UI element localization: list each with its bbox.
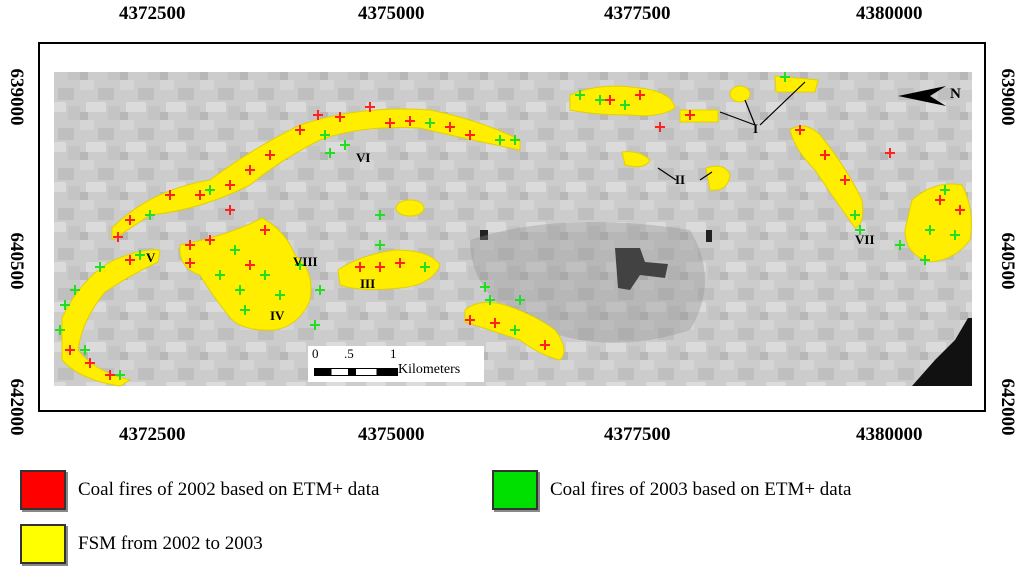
zone-arrows — [657, 81, 806, 181]
top-tick-2: 4375000 — [358, 3, 425, 24]
fsm-zone-iii — [337, 249, 441, 290]
dark-feature-small-2 — [706, 230, 712, 242]
scale-tick-half: .5 — [344, 346, 354, 361]
scale-tick-1: 1 — [390, 346, 397, 361]
legend-item-2003: Coal fires of 2003 based on ETM+ data — [492, 470, 851, 510]
fsm-zone-iv — [179, 217, 312, 331]
legend-swatch-yellow — [20, 524, 66, 564]
legend-swatch-green — [492, 470, 538, 510]
zone-label-viii: VIII — [293, 254, 318, 269]
scale-bar: 0 .5 1 Kilometers — [308, 346, 484, 382]
north-label: N — [950, 86, 961, 102]
fsm-zone-vii — [789, 125, 864, 229]
fires-2002 — [65, 90, 965, 380]
top-tick-3: 4377500 — [604, 3, 671, 24]
top-tick-1: 4372500 — [119, 3, 186, 24]
fsm-zone-ii-west — [621, 151, 651, 168]
bottom-tick-3: 4377500 — [604, 424, 671, 445]
fsm-zone-vi-arc — [111, 108, 521, 241]
fsm-zone-v — [61, 249, 161, 387]
zone-label-v: V — [146, 250, 156, 265]
fsm-zone-east — [904, 183, 972, 263]
fires-2003 — [55, 72, 960, 380]
bottom-tick-2: 4375000 — [358, 424, 425, 445]
legend-label-fsm: FSM from 2002 to 2003 — [78, 533, 263, 554]
legend-label-2002: Coal fires of 2002 based on ETM+ data — [78, 479, 380, 500]
fsm-zone-small-center — [395, 199, 425, 217]
zone-label-vi: VI — [356, 150, 371, 165]
dark-feature-center — [615, 248, 668, 290]
zone-label-iii: III — [360, 276, 376, 291]
zone-label-i: I — [753, 121, 759, 136]
fsm-zones — [61, 75, 972, 387]
legend-label-2003: Coal fires of 2003 based on ETM+ data — [550, 479, 852, 500]
bottom-tick-4: 4380000 — [856, 424, 923, 445]
top-tick-4: 4380000 — [856, 3, 923, 24]
zone-label-iv: IV — [270, 308, 285, 323]
dark-feature-corner — [912, 318, 972, 386]
north-arrow-icon — [898, 86, 946, 106]
scale-tick-0: 0 — [312, 346, 319, 361]
legend-item-2002: Coal fires of 2002 based on ETM+ data — [20, 470, 379, 510]
fsm-zone-i-small — [729, 85, 751, 103]
legend-swatch-red — [20, 470, 66, 510]
zone-label-ii: II — [675, 172, 686, 187]
fsm-zone-i-west — [569, 85, 676, 117]
dark-feature-small-1 — [480, 230, 488, 240]
legend-item-fsm: FSM from 2002 to 2003 — [20, 524, 263, 564]
zone-label-vii: VII — [855, 232, 875, 247]
bottom-tick-1: 4372500 — [119, 424, 186, 445]
scale-bar-graphic — [314, 368, 398, 376]
scale-unit: Kilometers — [398, 362, 461, 377]
